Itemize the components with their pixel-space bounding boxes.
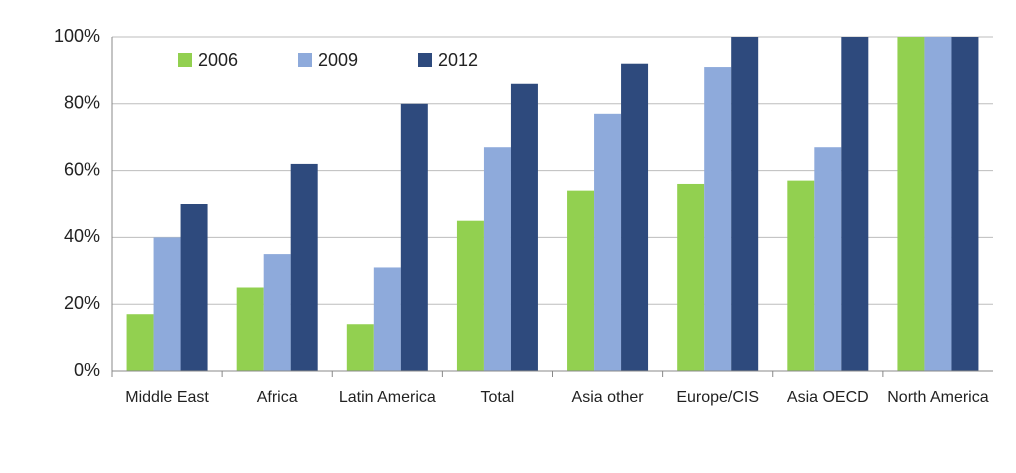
bar: [951, 37, 979, 371]
y-tick-label: 0%: [74, 360, 100, 380]
bar: [236, 287, 264, 371]
bar: [180, 204, 208, 371]
bar: [483, 147, 511, 371]
bar: [841, 37, 869, 371]
x-tick-label: Asia other: [571, 389, 644, 406]
bar: [814, 147, 842, 371]
x-tick-label: North America: [887, 389, 989, 406]
legend-swatch: [298, 53, 312, 67]
bar: [787, 180, 815, 371]
bar: [263, 254, 291, 371]
x-tick-label: Europe/CIS: [676, 389, 760, 406]
bar: [290, 163, 318, 371]
bar: [897, 37, 925, 371]
bar: [594, 113, 622, 371]
bar: [731, 37, 759, 371]
legend-label: 2012: [438, 50, 478, 70]
legend-label: 2006: [198, 50, 238, 70]
bar: [704, 67, 732, 371]
bar: [567, 190, 595, 371]
x-tick-label: Latin America: [338, 389, 436, 406]
y-tick-label: 100%: [54, 26, 100, 46]
bar: [621, 63, 649, 371]
bar: [677, 183, 705, 371]
bar: [126, 314, 154, 371]
bar: [924, 37, 952, 371]
legend-label: 2009: [318, 50, 358, 70]
bar: [400, 103, 428, 372]
bar: [510, 83, 538, 371]
y-tick-label: 80%: [64, 93, 100, 113]
bar: [456, 220, 484, 371]
legend-swatch: [418, 53, 432, 67]
y-tick-label: 20%: [64, 293, 100, 313]
bar: [373, 267, 401, 371]
x-tick-label: Asia OECD: [786, 389, 869, 406]
x-tick-label: Middle East: [125, 389, 209, 406]
x-tick-label: Africa: [256, 389, 298, 406]
legend-swatch: [178, 53, 192, 67]
y-tick-label: 40%: [64, 226, 100, 246]
bar: [153, 237, 181, 371]
y-tick-label: 60%: [64, 159, 100, 179]
bar: [346, 324, 374, 371]
x-tick-label: Total: [480, 389, 515, 406]
